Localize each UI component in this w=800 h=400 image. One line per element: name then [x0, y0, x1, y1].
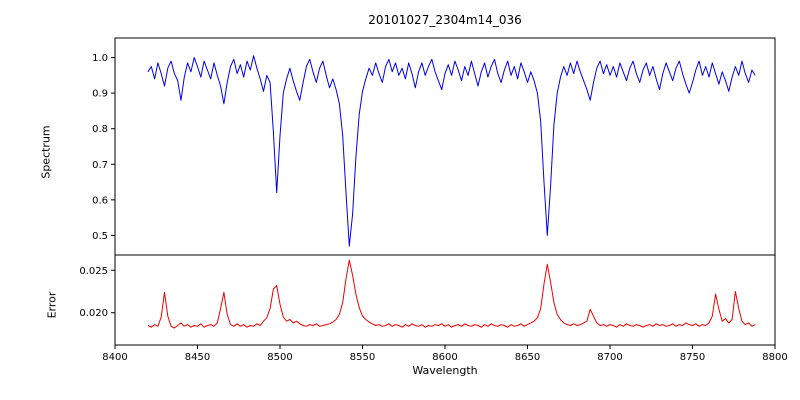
- x-tick-label: 8550: [350, 352, 375, 363]
- x-tick-label: 8600: [432, 352, 457, 363]
- x-tick-label: 8700: [597, 352, 622, 363]
- x-tick-label: 8750: [680, 352, 705, 363]
- error-line: [147, 259, 756, 329]
- x-tick-label: 8450: [185, 352, 210, 363]
- spectrum-line: [147, 55, 756, 247]
- y-tick-label: 0.9: [92, 89, 108, 100]
- y-tick-label: 0.020: [79, 308, 108, 319]
- x-tick-label: 8500: [267, 352, 292, 363]
- y-tick-label: 1.0: [92, 53, 108, 64]
- x-tick-label: 8650: [515, 352, 540, 363]
- spectrum-axes-frame: [114, 37, 776, 256]
- y-tick-label: 0.7: [92, 160, 108, 171]
- error-panel: 0.025 0.020 8400 8450 8500 8550 8600 8650 8700 87…: [79, 254, 788, 363]
- spectrum-panel: 1.0 0.9 0.8 0.7 0.6 0.5: [92, 37, 776, 256]
- y-tick-label: 0.5: [92, 231, 108, 242]
- y-axis-label-error: Error: [45, 291, 59, 319]
- y-tick-label: 0.025: [79, 266, 108, 277]
- error-axes-frame: [114, 254, 776, 346]
- x-tick-label: 8800: [762, 352, 787, 363]
- x-tick-label: 8400: [102, 352, 127, 363]
- y-axis-label-spectrum: Spectrum: [39, 125, 53, 179]
- chart-title: 20101027_2304m14_036: [368, 13, 522, 27]
- y-tick-label: 0.6: [92, 195, 108, 206]
- x-axis-label: Wavelength: [412, 364, 478, 377]
- y-tick-label: 0.8: [92, 124, 108, 135]
